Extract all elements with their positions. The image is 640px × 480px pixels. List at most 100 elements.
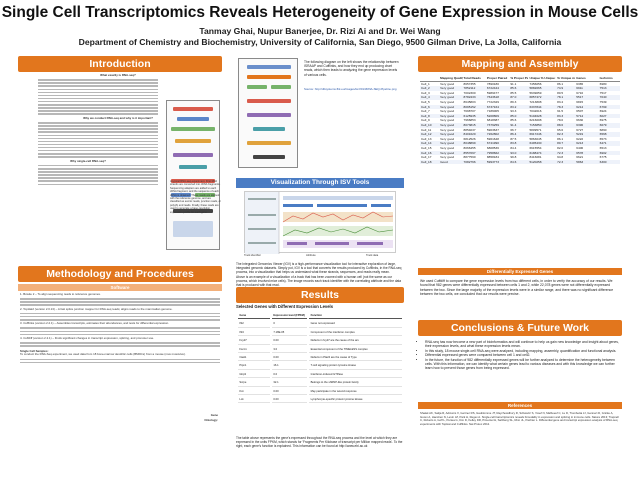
isv-attribute-label: Attribute [306,254,316,257]
results-col-gene: Gene [238,313,270,320]
results-gene-cell: Gbp3 [238,372,270,379]
mapping-cell: 94.8 [557,155,564,160]
results-gene-cell: Kcn [238,389,270,396]
mapping-cell: Cell_4 [420,95,440,100]
mapping-col-blank [420,76,440,82]
mapping-table-row: Cell_5 Very good 8645803 7722329 89.3 7213808… [420,100,620,105]
mapping-cell: 91.4 [509,122,529,128]
mapping-table-row: Cell_13 Very good 6812526 5961648 87.5 586304… [420,137,620,142]
mapping-cell: 6716 [576,90,584,95]
mapping-cell: 5104628 [528,113,557,119]
results-function-cell: Defects in fxyd7 are the cause of the ar… [309,338,402,345]
mapping-cell: 6568 [598,132,620,137]
mapping-cell: Cell_16 [420,150,440,156]
mapping-cell: 6365 [576,81,584,86]
mapping-cell: 6727 [576,127,584,132]
mapping-cell: 8854037 [463,127,476,132]
results-gene-cell: Oasl1 [238,355,270,362]
mapping-cell: Cell_17 [421,155,432,160]
mapping-cell: Very good [440,145,455,150]
results-function-cell: Belongs to the shRNP-like protein family [309,380,402,387]
mapping-cell: 6812526 [463,136,476,141]
mapping-cell: 6396 [575,122,599,128]
isv-tracks-svg [245,192,394,254]
mapping-cell: 78.3 [556,104,576,110]
mapping-col-isoforms: Isoforms [598,76,620,82]
mapping-table-row: Cell_18 Good 7082766 5993773 84.6 5120258 72.3… [420,159,620,165]
section-heading-results: Results [236,287,404,303]
mapping-cell: Cell_5 [421,99,430,104]
conclusion-item: Differential expressed genes were compar… [425,353,620,357]
results-function-cell: Defects in Pla24 are the cause of Type [309,355,402,362]
mapping-cell: 5809571 [529,127,542,132]
mapping-col-total: Total Reads [462,76,486,82]
mapping-cell: 8645803 [463,99,476,104]
mapping-cell: 78.0 [557,118,564,123]
mapping-cell: 5882065 [528,86,557,91]
mapping-cell: 7153850 [528,122,557,128]
mapping-cell: 6213 [575,141,599,146]
software-item-2: 2. TopHat2 (version 2.0.13) – A fast spl… [20,306,173,311]
mapping-cell: 89.3 [510,99,517,104]
mapping-cell: Very good [440,81,455,86]
mapping-cell: 84.6 [509,159,529,165]
mapping-cell: Cell_1 [421,81,430,86]
results-expression-cell: 32.1 [272,380,308,387]
mapping-cell: 6679 [598,122,620,128]
mapping-cell: 6615554 [529,145,542,150]
mapping-cell: Cell_15 [421,145,432,150]
mapping-cell: 5517 [575,95,599,100]
mapping-cell: 6621 [576,155,584,160]
results-table-row: Kcn 0.00 May participate in the wound resp… [238,389,402,396]
mapping-cell: 6975 [599,118,607,123]
conclusion-item: In the future, the function of 982 diffe… [425,358,620,371]
mapping-cell: 78.1 [556,95,576,100]
mapping-cell: 8877590 [463,155,476,160]
intro-question-3: Why single-cell RNA-seq? [70,158,106,163]
mapping-cell: 72.3 [556,150,576,156]
mapping-cell: 6513 [599,145,607,150]
mapping-cell: Cell_10 [420,122,440,128]
mapping-cell: Cell_8 [420,113,440,119]
results-function-cell: Interferon-induced GTPase [309,372,402,379]
mapping-cell: 93.3 [510,109,517,114]
mapping-cell: 7379259 [485,122,510,128]
mapping-cell: 5219 [575,132,599,137]
mapping-table-row: Cell_6 Very good 8095152 6737164 83.2 6337844… [420,104,620,110]
mapping-cell: 5961648 [486,136,499,141]
mapping-cell: 8073815 [462,122,486,128]
results-function-cell: T-cell signaling protein tyrosine kinase [309,363,402,370]
mapping-cell: Very good [439,86,463,91]
mapping-cell: 8066455 [463,145,476,150]
mapping-cell: 7040 [598,95,620,100]
mapping-cell: Cell_9 [421,118,430,123]
mapping-cell: 6300 [598,159,620,165]
poster-title: Single Cell Transcriptomics Reveals Hete… [1,4,639,21]
mapping-table-row: Cell_14 Very good 8048899 6741990 83.8 649543… [420,141,620,146]
mapping-cell: Very good [439,95,463,100]
mapping-table: Mapping Quality Total Reads Proper Paire… [420,76,620,165]
mapping-cell: 7517 [599,90,607,95]
mapping-col-unique: Unique % Unique Mapper [528,76,557,82]
results-table-row: Lck 0.00 Lymphocyte-specific protein tyros… [238,397,402,404]
intro-question-2: Why we conduct RNA-seq and why is it imp… [83,115,153,120]
results-table-row: Gbp3 0.0 Interferon-induced GTPase [238,372,402,379]
mapping-cell: 72.3 [556,159,576,165]
results-table-row: Ifit3 7.18E-05 Component of the interferon… [238,330,402,337]
mapping-cell: 88.6 [556,122,576,128]
workflow-source-link[interactable]: Source: http://dbsystems.fbk.eu/images/i… [304,87,397,91]
mapping-cell: 6337844 [528,104,557,110]
mapping-cell: Cell_11 [421,127,432,132]
software-item-3: 3. Cufflinks (version 2.2.1) – Assembles… [20,321,169,326]
mapping-cell: Very good [439,104,463,110]
mapping-cell: 80.5 [557,90,564,95]
mapping-col-pct-unique: % Unique mapper [556,76,576,82]
results-table-row: Ptpn1 16.1 T-cell signaling protein tyrosi… [238,363,402,370]
results-gene-cell: Fxyd7 [238,338,270,345]
results-table-row: Oasl1 0.00 Defects in Pla24 are the cause … [238,355,402,362]
mapping-cell: 82.0 [557,145,564,150]
conclusion-item: In this study, 18 mouse single-cell RNA-… [425,349,620,353]
mapping-cell: 6911 [575,86,599,91]
mapping-cell: 8657355 [463,81,476,86]
results-function-cell: Lymphocyte-specific protein tyrosine kin… [309,397,402,404]
